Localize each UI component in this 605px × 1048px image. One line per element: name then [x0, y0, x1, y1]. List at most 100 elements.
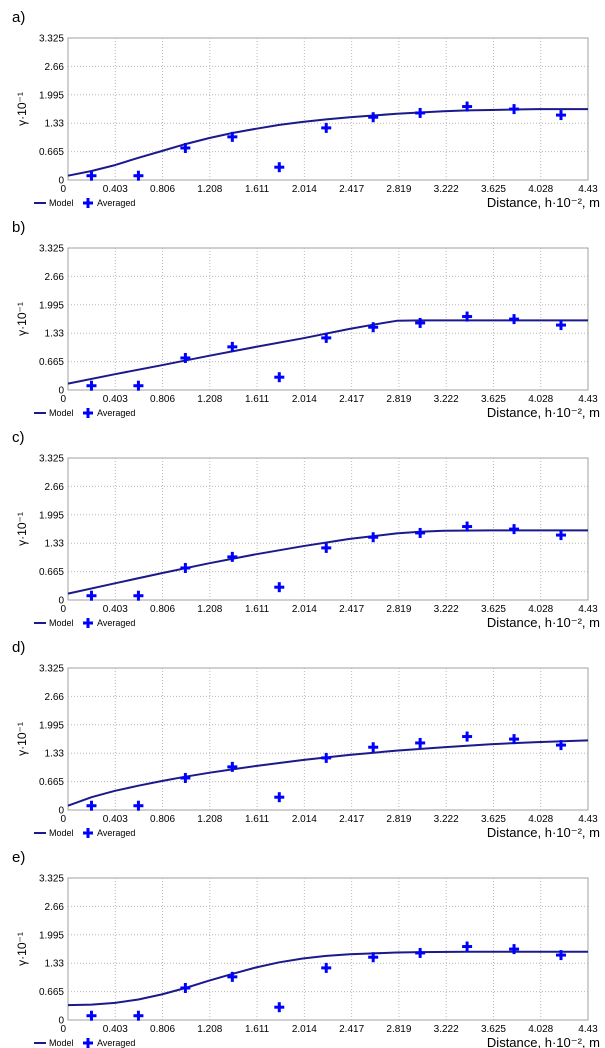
legend-averaged-label: Averaged	[97, 408, 135, 418]
averaged-point	[556, 110, 567, 121]
chart-panel-4: d) 3.325 2.66 1.995 1.33 0.665 00 0.403 0.806 1.2…	[12, 639, 600, 840]
legend-averaged-swatch	[83, 1038, 93, 1048]
averaged-point	[180, 352, 191, 363]
x-tick-label: 4.43	[578, 814, 598, 825]
x-tick-label: 4.028	[528, 604, 553, 615]
averaged-point	[509, 104, 520, 115]
averaged-point	[462, 521, 473, 532]
x-tick-label: 0.806	[150, 394, 175, 405]
y-tick-label: 2.66	[45, 62, 65, 73]
y-tick-label: 2.66	[45, 272, 65, 283]
model-line	[67, 529, 588, 595]
legend-averaged-label: Averaged	[97, 1038, 135, 1048]
averaged-point	[556, 950, 567, 961]
y-tick-label: 2.66	[45, 692, 65, 703]
x-tick-label: 1.611	[245, 394, 270, 405]
averaged-point	[321, 332, 332, 343]
y-tick-label: 2.66	[45, 482, 65, 493]
x-tick-label: 4.43	[578, 184, 598, 195]
x-tick-label: 0.806	[150, 604, 175, 615]
x-tick-label: 3.222	[434, 604, 459, 615]
y-tick-label: 0.665	[39, 777, 64, 788]
averaged-point	[180, 772, 191, 783]
x-tick-label: 4.028	[528, 394, 553, 405]
x-axis-label: Distance, h·10⁻², m	[487, 405, 600, 420]
x-tick-label: 2.014	[292, 394, 317, 405]
x-tick-label: 2.819	[386, 1024, 411, 1035]
y-tick-label: 0.665	[39, 357, 64, 368]
averaged-point	[180, 562, 191, 573]
averaged-point	[133, 380, 144, 391]
x-tick-label: 3.625	[481, 184, 506, 195]
averaged-point	[462, 731, 473, 742]
averaged-point	[368, 322, 379, 333]
x-tick-label: 3.625	[481, 394, 506, 405]
averaged-point	[86, 380, 97, 391]
x-tick-label: 0	[60, 184, 66, 195]
y-tick-label: 3.325	[39, 454, 64, 465]
averaged-point	[509, 734, 520, 745]
x-tick-label: 1.611	[245, 184, 270, 195]
legend-averaged-swatch	[83, 198, 93, 208]
x-tick-label: 0	[60, 604, 66, 615]
x-tick-label: 4.028	[528, 814, 553, 825]
chart-panel-5: e) 3.325 2.66 1.995 1.33 0.665 00 0.403 0.806 1.2…	[12, 849, 600, 1048]
y-tick-label: 1.995	[39, 300, 64, 311]
x-tick-label: 2.417	[339, 184, 364, 195]
averaged-point	[274, 162, 285, 173]
legend: Model Averaged	[34, 618, 135, 628]
y-tick-label: 1.33	[45, 539, 65, 550]
y-tick-label: 3.325	[39, 34, 64, 45]
averaged-point	[415, 107, 426, 118]
x-tick-label: 1.208	[197, 814, 222, 825]
x-tick-label: 2.819	[386, 604, 411, 615]
x-tick-label: 3.625	[481, 1024, 506, 1035]
legend: Model Averaged	[34, 198, 135, 208]
x-tick-label: 2.819	[386, 814, 411, 825]
x-tick-label: 2.014	[292, 814, 317, 825]
averaged-point	[462, 311, 473, 322]
y-tick-label: 1.995	[39, 510, 64, 521]
x-tick-label: 0	[60, 814, 66, 825]
legend: Model Averaged	[34, 828, 135, 838]
y-tick-label: 1.33	[45, 749, 65, 760]
averaged-point	[509, 944, 520, 955]
averaged-point	[509, 314, 520, 325]
x-tick-label: 3.625	[481, 604, 506, 615]
averaged-point	[274, 372, 285, 383]
plot-area	[67, 457, 589, 601]
legend-averaged-swatch	[83, 618, 93, 628]
y-axis-label: γ·10⁻¹	[15, 512, 29, 546]
y-tick-label: 0.665	[39, 567, 64, 578]
x-tick-label: 4.028	[528, 1024, 553, 1035]
x-tick-label: 1.611	[245, 1024, 270, 1035]
averaged-point	[133, 1010, 144, 1021]
x-tick-label: 2.417	[339, 604, 364, 615]
x-tick-label: 2.819	[386, 394, 411, 405]
averaged-point	[556, 740, 567, 751]
averaged-point	[86, 170, 97, 181]
averaged-point	[180, 142, 191, 153]
averaged-point	[133, 170, 144, 181]
chart-panel-3: c) 3.325 2.66 1.995 1.33 0.665 00 0.403 0.806 1.2…	[12, 429, 600, 630]
x-tick-label: 3.222	[434, 814, 459, 825]
y-axis-label: γ·10⁻¹	[15, 92, 29, 126]
x-tick-label: 0.806	[150, 814, 175, 825]
panel-label: b)	[12, 219, 25, 236]
averaged-point	[274, 582, 285, 593]
plot-area	[67, 667, 589, 811]
x-tick-label: 4.43	[578, 394, 598, 405]
averaged-point	[368, 112, 379, 123]
averaged-point	[509, 524, 520, 535]
averaged-point	[274, 1002, 285, 1013]
x-tick-label: 0	[60, 394, 66, 405]
x-tick-label: 0.806	[150, 184, 175, 195]
panel-label: e)	[12, 849, 25, 866]
y-tick-label: 3.325	[39, 664, 64, 675]
averaged-point	[86, 1010, 97, 1021]
x-tick-label: 0.403	[103, 814, 128, 825]
x-tick-label: 4.028	[528, 184, 553, 195]
averaged-point	[86, 800, 97, 811]
y-tick-label: 1.33	[45, 329, 65, 340]
